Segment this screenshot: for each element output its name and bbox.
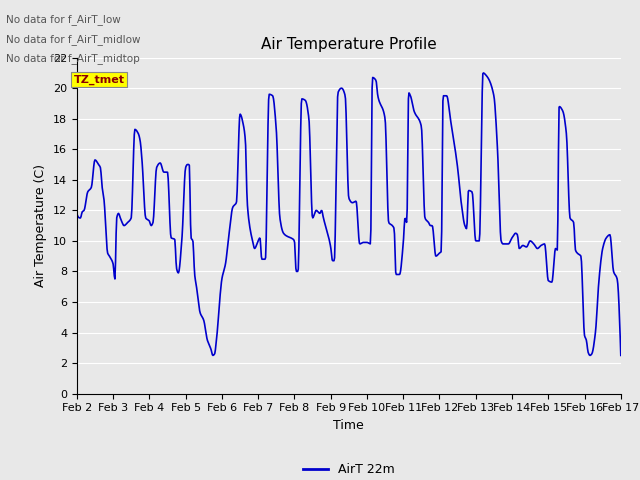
Text: No data for f_AirT_midlow: No data for f_AirT_midlow bbox=[6, 34, 141, 45]
Legend: AirT 22m: AirT 22m bbox=[298, 458, 399, 480]
Text: No data for f_AirT_low: No data for f_AirT_low bbox=[6, 14, 121, 25]
Y-axis label: Air Temperature (C): Air Temperature (C) bbox=[35, 164, 47, 287]
Title: Air Temperature Profile: Air Temperature Profile bbox=[261, 37, 436, 52]
Text: No data for f_AirT_midtop: No data for f_AirT_midtop bbox=[6, 53, 140, 64]
Text: TZ_tmet: TZ_tmet bbox=[74, 74, 125, 84]
X-axis label: Time: Time bbox=[333, 419, 364, 432]
